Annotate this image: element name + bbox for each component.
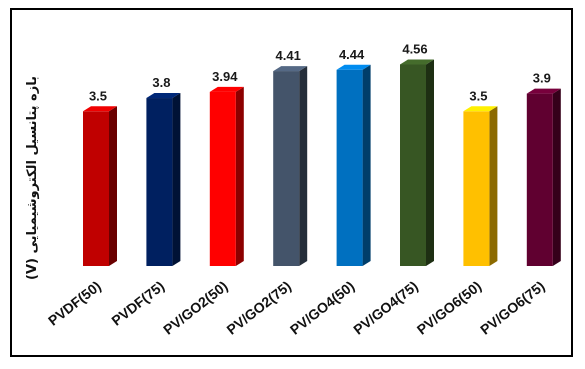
bar-front: [336, 69, 363, 266]
category-labels: PVDF(50) PVDF(75)PV/GO2(50)PV/GO2(75)PV/G…: [45, 278, 548, 338]
value-label: 3.5: [89, 88, 107, 103]
bar-side: [109, 106, 117, 266]
value-label: 4.44: [339, 47, 365, 62]
bar-side: [362, 64, 371, 266]
bar-front: [273, 71, 300, 266]
bar-side: [552, 88, 561, 267]
value-label: 3.9: [533, 71, 551, 86]
value-label: 4.41: [276, 48, 301, 63]
bar: [273, 66, 308, 266]
value-labels: 3.5 3.8 3.94 4.41 4.44 4.56 3.5 3.9: [89, 41, 551, 103]
category-label: PV/GO4(75): [350, 278, 421, 338]
bar-top: [209, 86, 244, 92]
bar-front: [209, 91, 236, 267]
category-label: PV/GO4(50): [287, 278, 358, 338]
bar-side: [489, 106, 498, 266]
bar-side: [235, 86, 244, 267]
bar-side: [172, 93, 181, 266]
bar-side: [299, 66, 308, 266]
bar-front: [83, 111, 109, 266]
bar: [336, 64, 371, 266]
value-label: 4.56: [402, 41, 427, 56]
category-label: PVDF(75): [108, 278, 167, 329]
bar-front: [400, 64, 426, 266]
bar-group: [83, 59, 561, 267]
bar-top: [463, 106, 498, 112]
y-axis-title: بازه پتانسیل الکتروشیمیایی (V): [25, 76, 40, 280]
bar: [463, 106, 498, 266]
category-label: PVDF(50): [45, 278, 104, 329]
bar-top: [526, 88, 561, 94]
bar-top: [400, 59, 434, 65]
bar: [526, 88, 561, 267]
category-label: PV/GO6(75): [477, 278, 548, 338]
bar-front: [526, 93, 553, 267]
value-label: 3.8: [152, 75, 170, 90]
bar: [83, 106, 117, 266]
category-label: PV/GO6(50): [414, 278, 485, 338]
bar-top: [146, 93, 181, 99]
bar-front: [146, 98, 173, 266]
bar-top: [336, 64, 371, 70]
bar-front: [463, 111, 490, 266]
bar: [209, 86, 244, 267]
category-label: PV/GO2(50): [160, 278, 231, 338]
bar: [146, 93, 181, 266]
bar-top: [273, 66, 308, 72]
value-label: 3.5: [469, 88, 487, 103]
bar-side: [426, 59, 434, 267]
bar-top: [83, 106, 117, 112]
category-label: PV/GO2(75): [223, 278, 294, 338]
bar: [400, 59, 434, 267]
value-label: 3.94: [212, 69, 238, 84]
